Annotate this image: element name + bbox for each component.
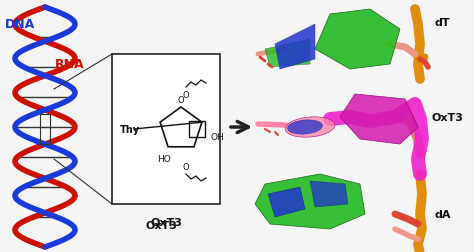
Text: OH: OH bbox=[211, 133, 225, 142]
Text: O: O bbox=[178, 96, 184, 105]
Polygon shape bbox=[340, 94, 418, 144]
Text: dA: dA bbox=[435, 209, 452, 219]
Text: OxT3: OxT3 bbox=[432, 113, 464, 122]
Bar bbox=[189, 121, 205, 137]
Ellipse shape bbox=[288, 120, 322, 135]
Polygon shape bbox=[275, 25, 315, 70]
Polygon shape bbox=[315, 10, 400, 70]
Ellipse shape bbox=[285, 117, 335, 138]
Polygon shape bbox=[265, 40, 310, 68]
Text: HO: HO bbox=[157, 155, 171, 164]
Text: DNA: DNA bbox=[5, 18, 35, 31]
Text: Thy: Thy bbox=[120, 124, 140, 135]
Text: O: O bbox=[182, 163, 189, 172]
Polygon shape bbox=[268, 187, 305, 217]
Polygon shape bbox=[255, 174, 365, 229]
Polygon shape bbox=[340, 94, 418, 144]
Text: RNA: RNA bbox=[55, 58, 85, 71]
Bar bbox=[40, 115, 50, 144]
Bar bbox=[112, 55, 220, 204]
Text: dT: dT bbox=[435, 18, 451, 28]
Text: O: O bbox=[182, 90, 189, 99]
Polygon shape bbox=[310, 181, 348, 207]
Text: OxT3: OxT3 bbox=[150, 217, 182, 227]
Text: OxT3: OxT3 bbox=[145, 220, 177, 230]
